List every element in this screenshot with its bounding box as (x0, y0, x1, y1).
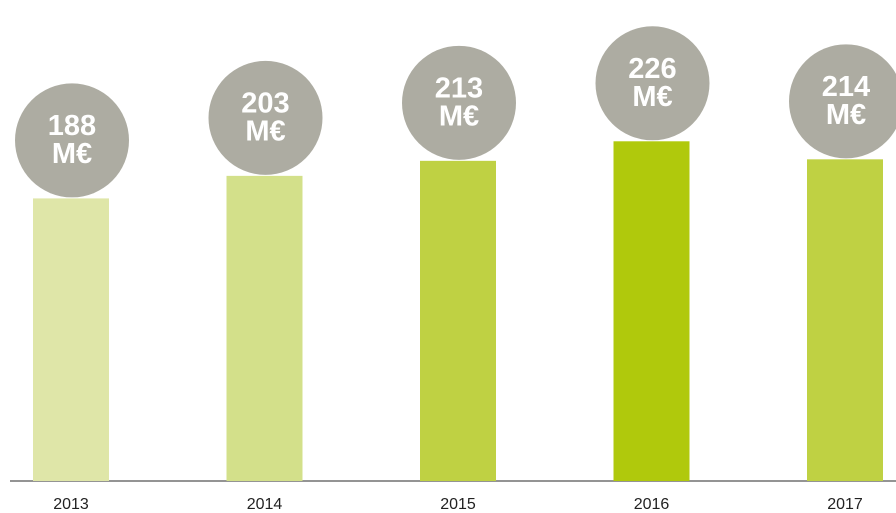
x-tick-label: 2014 (247, 496, 283, 513)
value-label: 213 (435, 72, 483, 104)
value-unit: M€ (826, 99, 866, 131)
value-bubble (595, 26, 710, 141)
value-unit: M€ (245, 116, 285, 148)
value-unit: M€ (632, 81, 672, 113)
value-label: 188 (48, 110, 96, 142)
x-tick-label: 2013 (53, 496, 89, 513)
bar (613, 141, 690, 481)
value-bubble (402, 45, 516, 160)
x-tick-label: 2015 (440, 496, 476, 513)
value-label: 226 (628, 53, 676, 85)
value-bubble (15, 83, 129, 198)
bar (807, 159, 883, 482)
x-tick-label: 2016 (634, 496, 670, 513)
value-label: 214 (822, 71, 870, 103)
value-bubble (789, 44, 896, 159)
bar (33, 198, 109, 481)
value-label: 203 (241, 88, 289, 120)
bar (226, 175, 303, 481)
value-unit: M€ (52, 138, 92, 170)
value-bubble (208, 60, 323, 175)
bar (420, 160, 496, 481)
x-tick-label: 2017 (827, 496, 863, 513)
value-unit: M€ (439, 100, 479, 132)
